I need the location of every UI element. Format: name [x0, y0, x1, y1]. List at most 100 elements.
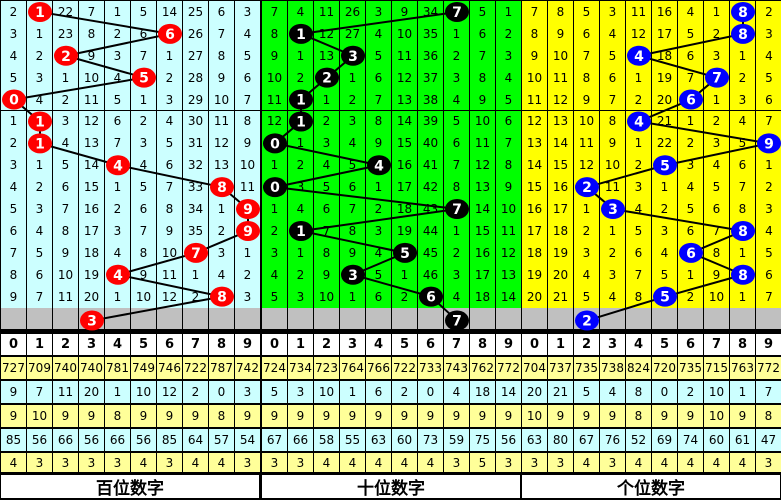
- draw-ball: 4: [627, 45, 651, 66]
- header-digit-9: 9: [235, 334, 261, 356]
- stat-cell: 772: [756, 357, 781, 380]
- stat-cell: 3: [756, 453, 781, 473]
- prediction-cell: [548, 307, 574, 330]
- stat-cell: 0: [209, 381, 235, 404]
- draw-ball: 9: [236, 220, 260, 241]
- grid-cell: 26: [340, 1, 366, 24]
- stat-cell: 9: [496, 405, 522, 428]
- header-digit-3: 3: [79, 334, 105, 356]
- prediction-cell: [366, 307, 392, 330]
- grid-cell: 10: [574, 110, 600, 134]
- stat-cell: 3: [27, 453, 53, 473]
- stat-cell: 722: [392, 357, 418, 380]
- svg-text:4: 4: [113, 158, 123, 174]
- grid-cell: 10: [522, 66, 548, 90]
- stat-cell: 9: [340, 405, 366, 428]
- stat-cell: 47: [756, 429, 781, 452]
- draw-ball: 9: [236, 199, 260, 220]
- stat-cell: 10: [131, 381, 157, 404]
- svg-text:1: 1: [35, 5, 45, 21]
- stat-cell: 69: [652, 429, 678, 452]
- stat-cell: 64: [183, 429, 209, 452]
- stat-cell: 749: [131, 357, 157, 380]
- svg-text:5: 5: [400, 246, 410, 262]
- draw-ball: 2: [575, 177, 599, 198]
- grid-cell: 14: [496, 285, 522, 309]
- stat-cell: 5: [470, 453, 496, 473]
- stat-cell: 9: [262, 405, 288, 428]
- header-digit-0: 0: [522, 334, 548, 356]
- stat-cell: 9: [314, 405, 340, 428]
- header-digit-2: 2: [314, 334, 340, 356]
- stat-cell: 4: [418, 453, 444, 473]
- stat-cell: 735: [678, 357, 704, 380]
- stat-cell: 55: [340, 429, 366, 452]
- stat-cell: 4: [444, 381, 470, 404]
- trend-line: [11, 10, 249, 322]
- stat-cell: 11: [53, 381, 79, 404]
- grid-cell: 45: [418, 241, 444, 265]
- stat-cell: 10: [314, 381, 340, 404]
- prediction-cell: [652, 307, 678, 330]
- grid-cell: 16: [522, 198, 548, 221]
- panel-title: 个位数字: [522, 475, 780, 499]
- stat-cell: 7: [27, 381, 53, 404]
- panel-title: 百位数字: [1, 475, 259, 499]
- stat-cell: 4: [1, 453, 27, 473]
- stat-cell: 7: [756, 381, 781, 404]
- prediction-cell: [1, 307, 27, 330]
- stat-cell: 766: [366, 357, 392, 380]
- stat-cell: 8: [626, 381, 652, 404]
- svg-text:8: 8: [738, 268, 748, 284]
- prediction-ball: 2: [575, 310, 599, 331]
- grid-cell: 13: [522, 132, 548, 156]
- draw-ball: 7: [184, 242, 208, 263]
- stat-cell: 67: [574, 429, 600, 452]
- grid-cell: 40: [418, 132, 444, 156]
- draw-ball: 7: [445, 199, 469, 220]
- svg-text:7: 7: [452, 202, 462, 218]
- stat-cell: 67: [262, 429, 288, 452]
- grid-cell: 38: [418, 88, 444, 112]
- prediction-ball: 3: [80, 310, 104, 331]
- stat-cell: 4: [340, 453, 366, 473]
- stat-cell: 787: [209, 357, 235, 380]
- draw-ball: 1: [289, 89, 313, 110]
- prediction-cell: [496, 307, 522, 330]
- svg-text:6: 6: [165, 27, 175, 43]
- draw-ball: 6: [419, 286, 443, 307]
- stat-cell: 56: [131, 429, 157, 452]
- header-digit-4: 4: [626, 334, 652, 356]
- stat-cell: 54: [235, 429, 261, 452]
- stat-cell: 9: [470, 405, 496, 428]
- stat-cell: 5: [574, 381, 600, 404]
- stat-cell: 4: [704, 453, 730, 473]
- draw-ball: 4: [106, 155, 130, 176]
- stat-cell: 73: [418, 429, 444, 452]
- stat-cell: 63: [366, 429, 392, 452]
- stat-cell: 80: [548, 429, 574, 452]
- svg-text:4: 4: [374, 158, 384, 174]
- svg-text:9: 9: [243, 224, 253, 240]
- stat-cell: 4: [392, 453, 418, 473]
- stat-cell: 3: [157, 453, 183, 473]
- prediction-cell: [235, 307, 261, 330]
- header-digit-7: 7: [183, 334, 209, 356]
- svg-text:0: 0: [270, 180, 280, 196]
- stat-cell: 0: [652, 381, 678, 404]
- grid-cell: 27: [183, 44, 209, 68]
- header-digit-6: 6: [418, 334, 444, 356]
- svg-text:3: 3: [348, 268, 358, 284]
- stat-cell: 9: [574, 405, 600, 428]
- prediction-cell: [340, 307, 366, 330]
- stat-cell: 8: [756, 405, 781, 428]
- svg-text:9: 9: [764, 136, 774, 152]
- stat-cell: 8: [209, 405, 235, 428]
- prediction-cell: [626, 307, 652, 330]
- grid-cell: 19: [79, 263, 105, 287]
- grid-cell: 17: [548, 198, 574, 221]
- stat-cell: 3: [522, 453, 548, 473]
- grid-cell: 15: [392, 132, 418, 156]
- header-digit-1: 1: [27, 334, 53, 356]
- svg-text:8: 8: [738, 27, 748, 43]
